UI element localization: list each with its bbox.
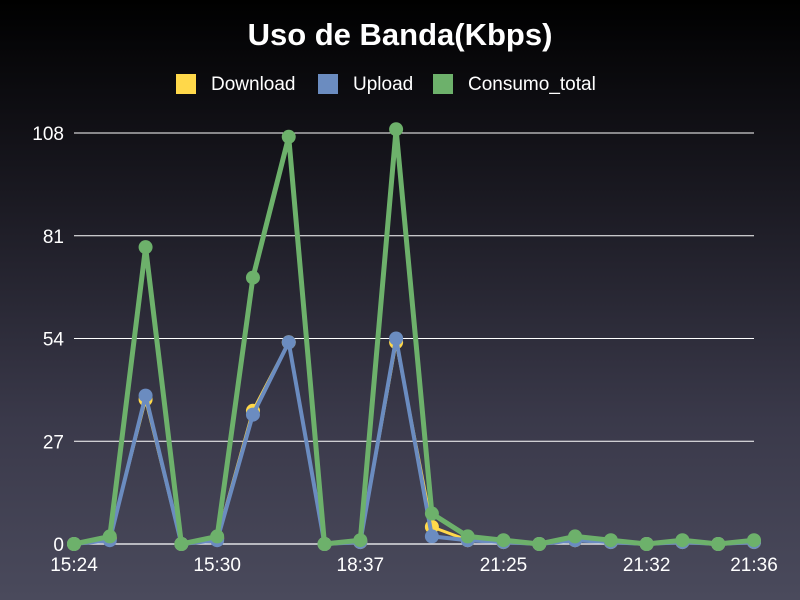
data-point: [675, 533, 690, 548]
data-point: [138, 240, 153, 255]
data-point: [138, 388, 153, 403]
data-point: [67, 537, 81, 551]
data-point: [639, 537, 654, 551]
data-point: [460, 529, 475, 544]
data-point: [281, 335, 296, 350]
data-point: [102, 529, 117, 544]
legend-label: Download: [211, 74, 296, 95]
series-consumo_total: [67, 122, 761, 551]
legend: Download Upload Consumo_total: [176, 74, 596, 95]
x-axis: 15:24 15:30 18:37 21:25 21:32 21:36: [50, 555, 778, 576]
data-point: [424, 529, 439, 544]
legend-swatch: [318, 74, 338, 94]
data-point: [210, 529, 225, 544]
y-tick-label: 108: [32, 124, 64, 145]
x-tick-label: 21:25: [480, 555, 528, 576]
legend-swatch: [433, 74, 453, 94]
x-tick-label: 15:30: [193, 555, 241, 576]
x-tick-label: 21:36: [730, 555, 778, 576]
chart-title: Uso de Banda(Kbps): [248, 17, 553, 52]
data-point: [317, 537, 332, 551]
data-point: [281, 129, 296, 144]
x-tick-label: 18:37: [337, 555, 385, 576]
x-tick-label: 15:24: [50, 555, 98, 576]
data-point: [245, 270, 260, 285]
legend-swatch: [176, 74, 196, 94]
data-point: [389, 331, 404, 346]
data-point: [568, 529, 583, 544]
y-tick-label: 0: [53, 535, 64, 556]
legend-label: Upload: [353, 74, 413, 95]
data-point: [174, 537, 189, 551]
data-point: [424, 506, 439, 521]
data-point: [603, 533, 618, 548]
data-point: [532, 537, 547, 551]
x-tick-label: 21:32: [623, 555, 671, 576]
series-line: [71, 126, 757, 547]
data-point: [245, 407, 260, 422]
y-tick-label: 27: [43, 432, 64, 453]
data-point: [389, 122, 404, 137]
data-point: [747, 533, 761, 548]
series-layer: [67, 122, 761, 551]
data-point: [711, 537, 726, 551]
data-point: [496, 533, 511, 548]
y-tick-label: 81: [43, 227, 64, 248]
y-tick-label: 54: [43, 330, 65, 351]
legend-label: Consumo_total: [468, 74, 596, 95]
data-point: [353, 533, 368, 548]
y-axis: 0 27 54 81 108: [32, 124, 64, 556]
